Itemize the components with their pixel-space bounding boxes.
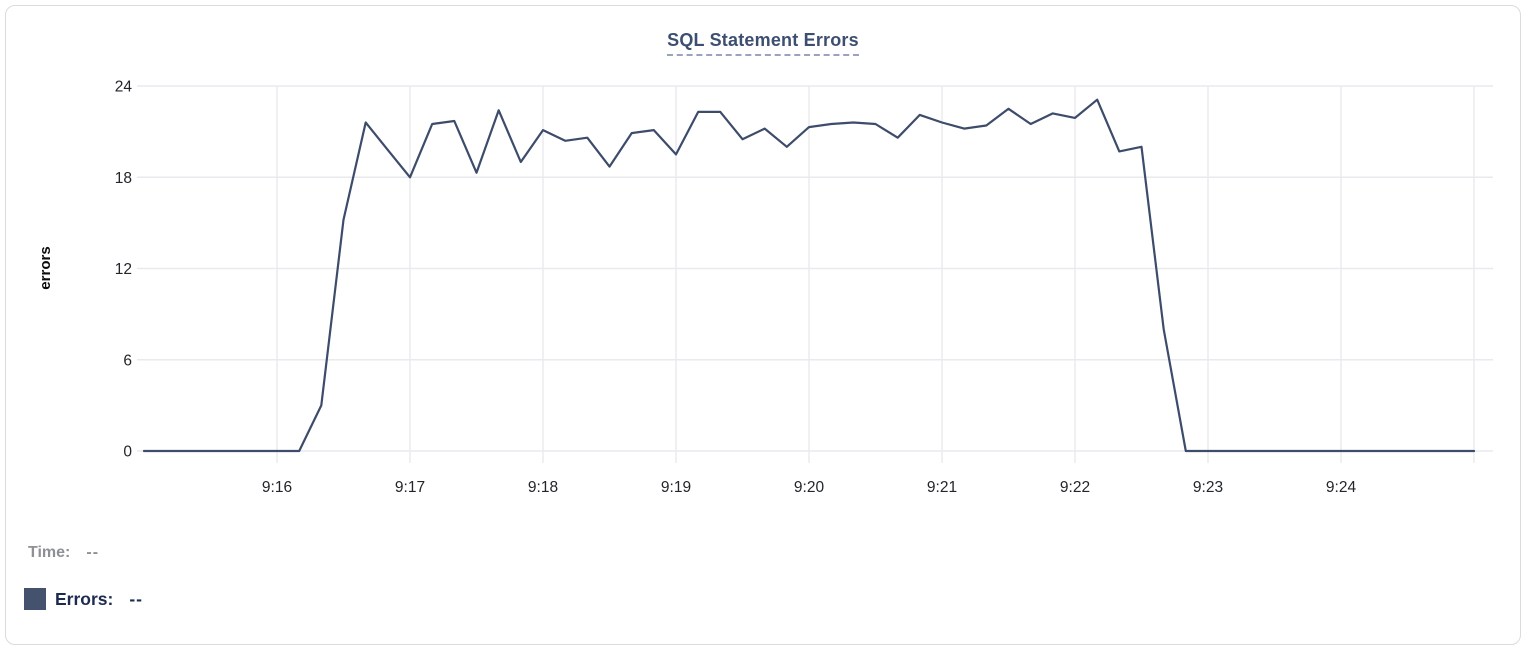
x-tick-label: 9:22 <box>1060 479 1090 496</box>
legend-errors-label: Errors: <box>55 588 114 609</box>
legend-errors-row[interactable]: Errors: -- <box>24 588 143 610</box>
y-tick-label: 18 <box>115 170 132 187</box>
y-tick-label: 6 <box>123 352 132 369</box>
x-tick-label: 9:19 <box>661 479 691 496</box>
y-tick-label: 12 <box>115 261 132 278</box>
errors-series-swatch <box>24 588 46 610</box>
y-tick-label: 24 <box>115 79 133 96</box>
chart-card: SQL Statement Errors 0 6 12 18 24 9:16 9:17 9:1… <box>5 5 1521 645</box>
chart-header: SQL Statement Errors <box>6 30 1520 56</box>
errors-series-line <box>142 98 1476 453</box>
x-tick-label: 9:18 <box>528 479 558 496</box>
x-tick-label: 9:20 <box>794 479 825 496</box>
x-tick-label: 9:24 <box>1326 479 1357 496</box>
y-axis-label: errors <box>37 246 54 289</box>
chart-svg[interactable]: 0 6 12 18 24 9:16 9:17 9:18 9:19 9:20 9:21 9:22 9:23… <box>6 6 1522 511</box>
legend-errors-value: -- <box>129 588 144 609</box>
x-tick-label: 9:16 <box>262 479 292 496</box>
x-tick-label: 9:21 <box>927 479 957 496</box>
y-tick-label: 0 <box>123 444 132 461</box>
tooltip-time-row: Time: -- <box>28 544 99 562</box>
chart-title-link[interactable]: SQL Statement Errors <box>667 30 859 56</box>
x-tick-label: 9:23 <box>1193 479 1223 496</box>
tooltip-time-value: -- <box>86 544 100 561</box>
tooltip-time-label: Time: <box>28 544 71 561</box>
x-tick-label: 9:17 <box>395 479 425 496</box>
